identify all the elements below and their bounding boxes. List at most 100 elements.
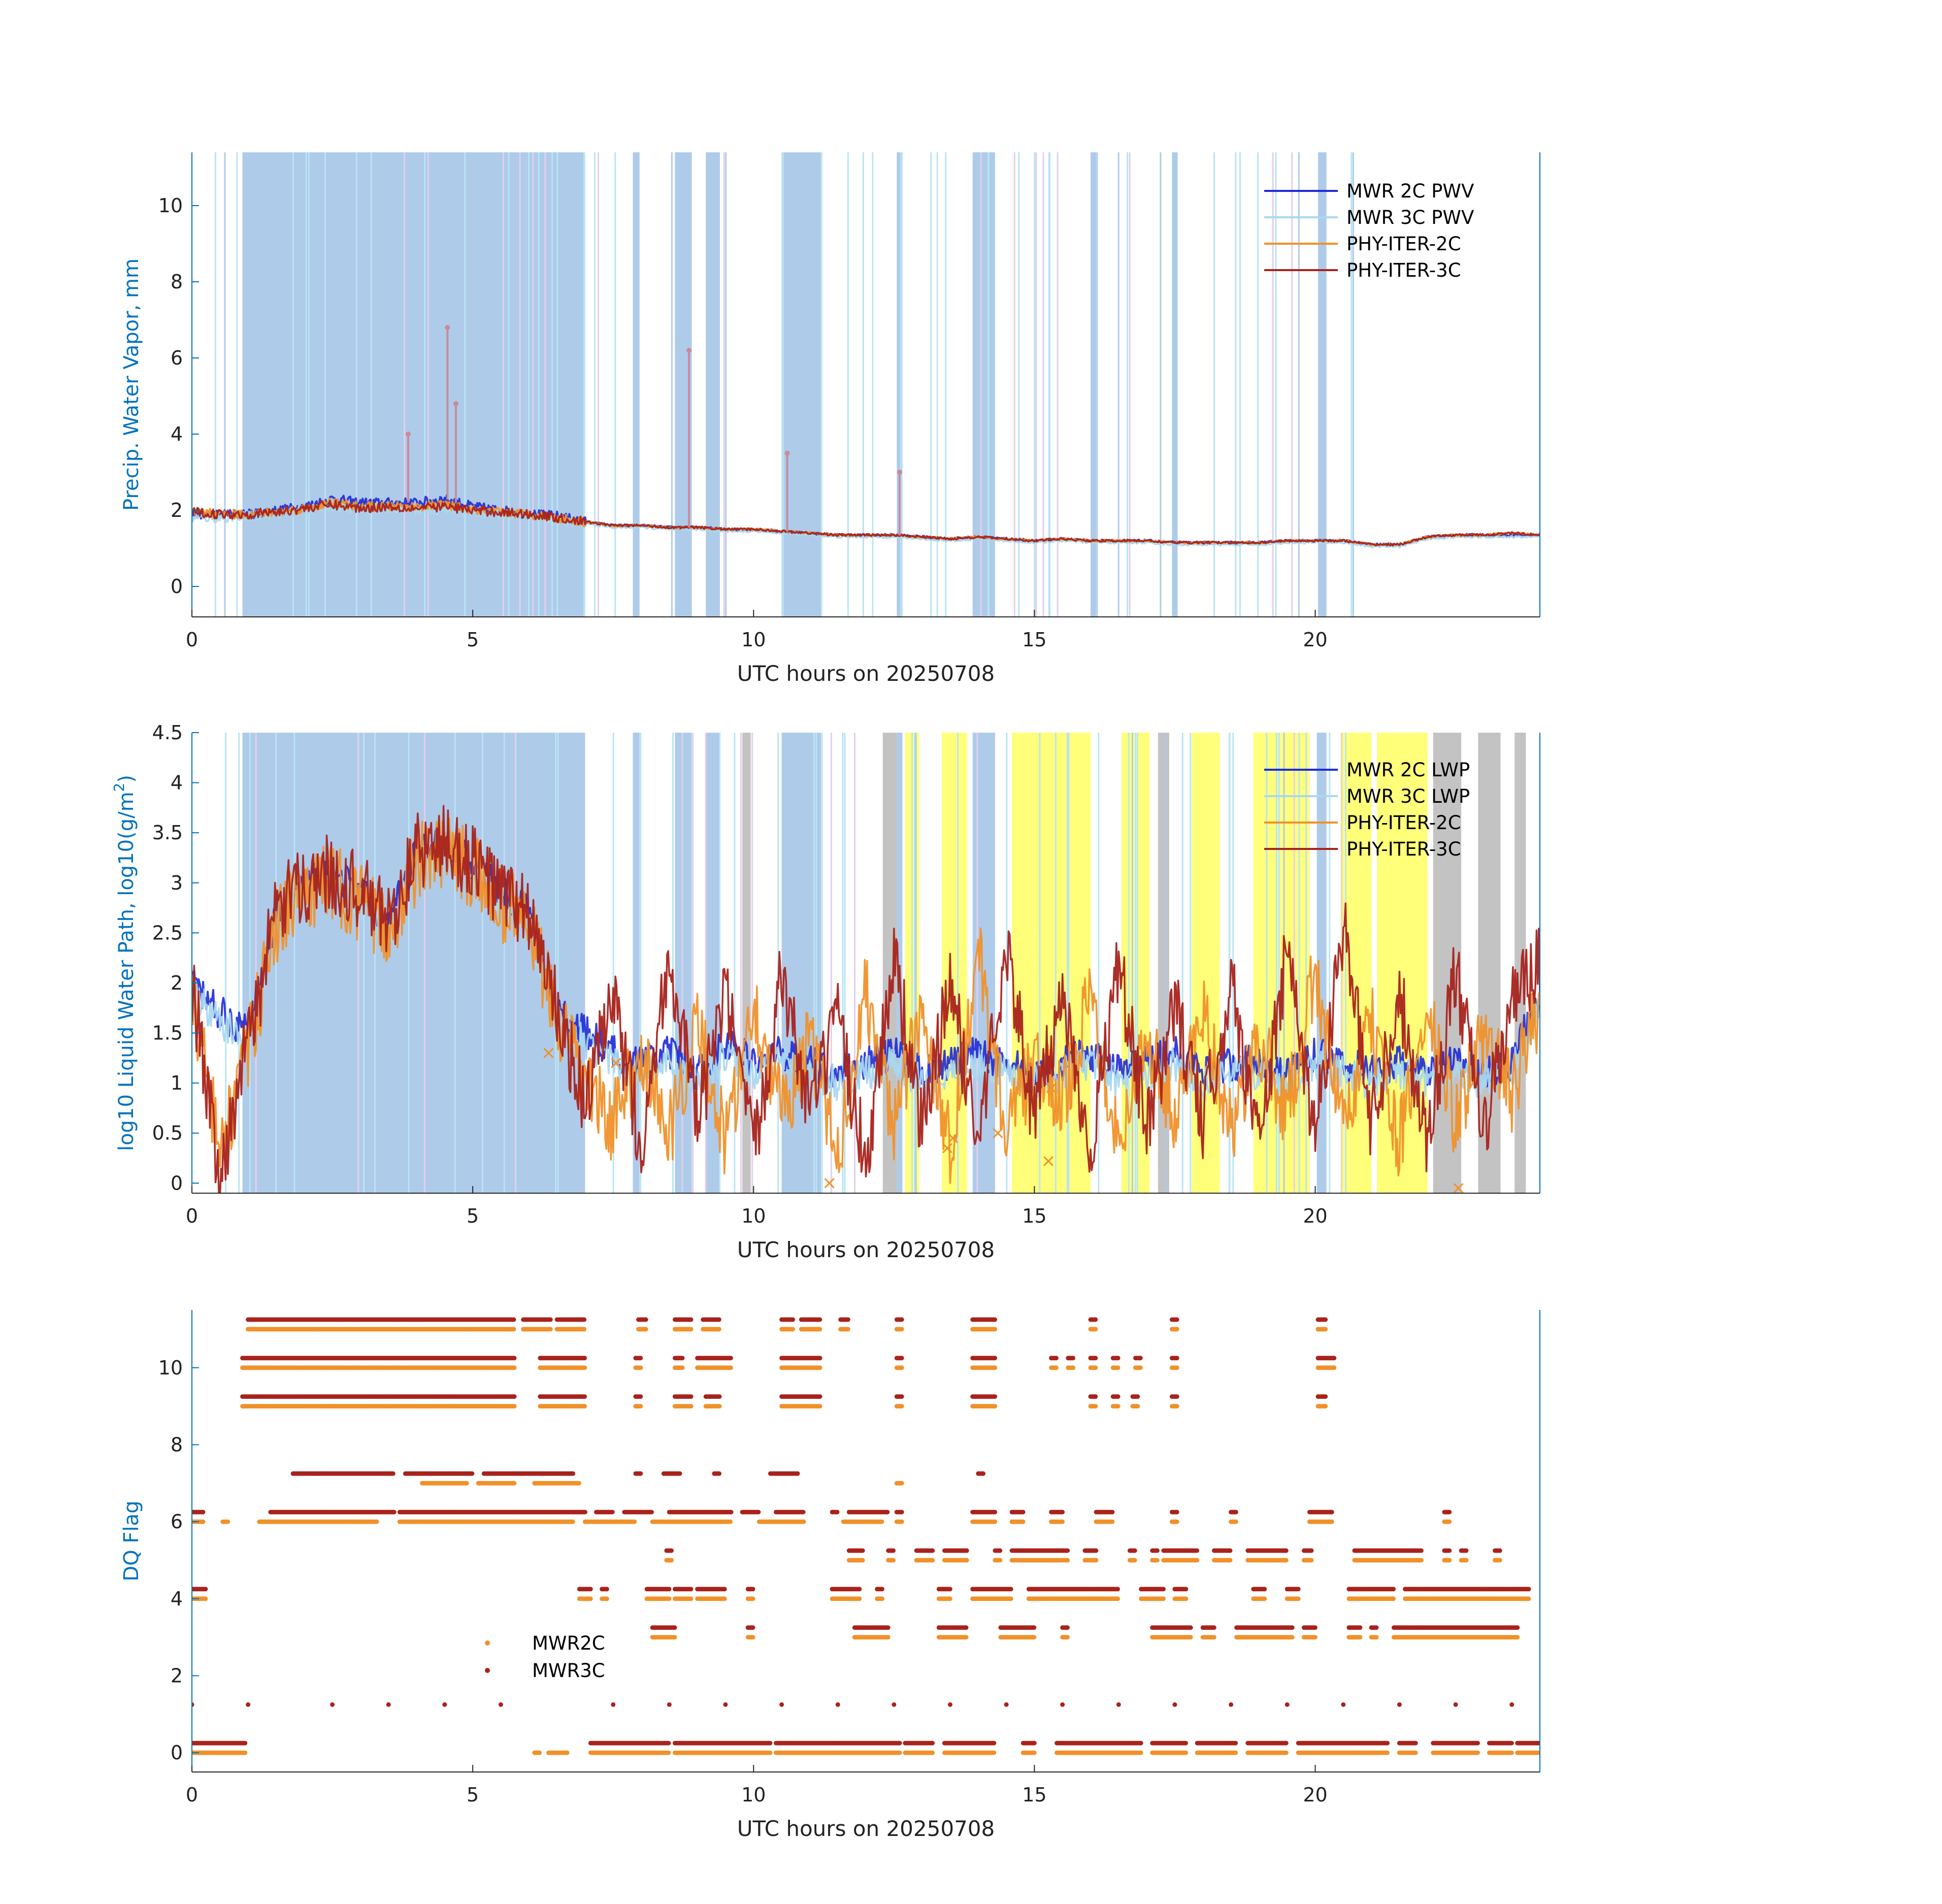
dq-point [728, 1365, 733, 1370]
dq-point [1312, 1635, 1318, 1640]
dq-point [1138, 1356, 1143, 1361]
legend-label: MWR 3C PWV [1346, 207, 1474, 228]
dq-point [688, 1317, 694, 1322]
dq-point [716, 1317, 721, 1322]
legend-label: MWR 3C LWP [1346, 785, 1470, 807]
x-tick-label: 5 [467, 629, 479, 651]
dq-point [1093, 1317, 1098, 1322]
dq-point [993, 1404, 997, 1409]
dq-point [899, 1481, 904, 1486]
gray-shade-span [1515, 733, 1526, 1193]
dq-point [511, 1317, 516, 1322]
y-tick-label: 10 [158, 194, 183, 217]
dq-point [716, 1327, 721, 1332]
dq-point [1233, 1750, 1238, 1755]
dq-point [899, 1317, 904, 1322]
y-tick-label: 8 [171, 271, 183, 293]
dq-point [667, 1596, 672, 1601]
dq-point [1054, 1365, 1059, 1370]
dq-point [857, 1596, 862, 1601]
qc-shade-span [972, 733, 995, 1193]
dq-point [801, 1519, 806, 1524]
y-tick-label: 0.5 [152, 1122, 183, 1144]
dq-point [1093, 1365, 1098, 1370]
y-axis-label: Precip. Water Vapor, mm [120, 258, 143, 511]
dq-point [993, 1365, 997, 1370]
dq-point [1135, 1394, 1140, 1399]
x-tick-label: 15 [1022, 629, 1046, 651]
dq-point [638, 1365, 643, 1370]
dq-point [680, 1356, 685, 1361]
dq-point [899, 1394, 904, 1399]
dq-point [643, 1317, 648, 1322]
dq-point [1475, 1750, 1480, 1755]
x-tick-label: 0 [186, 629, 198, 651]
y-tick-label: 2.5 [152, 922, 183, 944]
x-marker [824, 1178, 835, 1189]
dq-point [993, 1356, 997, 1361]
dq-point [672, 1635, 677, 1640]
dq-point [899, 1327, 904, 1332]
x-marker [942, 1143, 952, 1154]
dq-point [1283, 1558, 1289, 1563]
dq-point [964, 1558, 969, 1563]
x-marker-stroke [1043, 1156, 1054, 1166]
dq-point [1138, 1750, 1143, 1755]
dq-point [1071, 1356, 1075, 1361]
x-axis-label: UTC hours on 20250708 [737, 1237, 995, 1262]
dq-point [879, 1519, 884, 1524]
dq-point [1174, 1365, 1179, 1370]
dq-point [1032, 1635, 1037, 1640]
qc-shade-span [897, 733, 903, 1193]
dq-point [688, 1404, 694, 1409]
dq-point [1174, 1519, 1179, 1524]
x-marker-stroke [942, 1143, 952, 1154]
y-tick-label: 0 [171, 575, 183, 598]
dq-point [1290, 1635, 1295, 1640]
qc-shade-span [633, 733, 640, 1193]
dq-point [464, 1481, 469, 1486]
x-tick-label: 15 [1022, 1205, 1046, 1227]
x-axis-label: UTC hours on 20250708 [737, 661, 995, 686]
dq-point [1115, 1356, 1121, 1361]
dq-point [899, 1356, 904, 1361]
dq-point [1497, 1558, 1502, 1563]
dq-point [1021, 1519, 1026, 1524]
x-marker [1043, 1156, 1054, 1166]
series-line-phy-iter-3c [192, 499, 1540, 547]
dq-point [582, 1404, 587, 1409]
dq-point [791, 1327, 795, 1332]
y-tick-label: 4.5 [152, 721, 183, 744]
dq-point [1065, 1558, 1070, 1563]
dq-point [993, 1519, 997, 1524]
y-axis-label-text: log10 Liquid Water Path, log10(g/m [115, 792, 138, 1151]
dq-point [225, 1519, 231, 1524]
dq-point [1447, 1558, 1452, 1563]
dq-point [1174, 1327, 1179, 1332]
y-tick-label: 1.5 [152, 1022, 183, 1044]
dq-point [1115, 1596, 1120, 1601]
dq-point [1419, 1558, 1424, 1563]
dq-point [1323, 1317, 1328, 1322]
dq-point [1262, 1596, 1267, 1601]
gray-shade-span [1158, 733, 1169, 1193]
dq-point [1358, 1635, 1363, 1640]
legend-label: PHY-ITER-2C [1346, 812, 1461, 834]
dq-point [728, 1519, 733, 1524]
x-marker-stroke [1046, 1082, 1057, 1094]
x-tick-label: 10 [741, 1205, 766, 1227]
dq-point [1155, 1558, 1160, 1563]
dq-point [643, 1327, 648, 1332]
x-tick-label: 10 [741, 629, 766, 651]
dq-point [1174, 1317, 1179, 1322]
y-tick-label: 4 [171, 423, 183, 445]
dq-point [243, 1750, 248, 1755]
dq-point [582, 1394, 587, 1399]
qc-shade-span [242, 152, 585, 617]
spike-point [897, 470, 902, 475]
x-marker-stroke [543, 1047, 554, 1059]
dq-point [1195, 1558, 1199, 1563]
dq-point [604, 1596, 609, 1601]
x-tick-label: 20 [1303, 1205, 1327, 1227]
